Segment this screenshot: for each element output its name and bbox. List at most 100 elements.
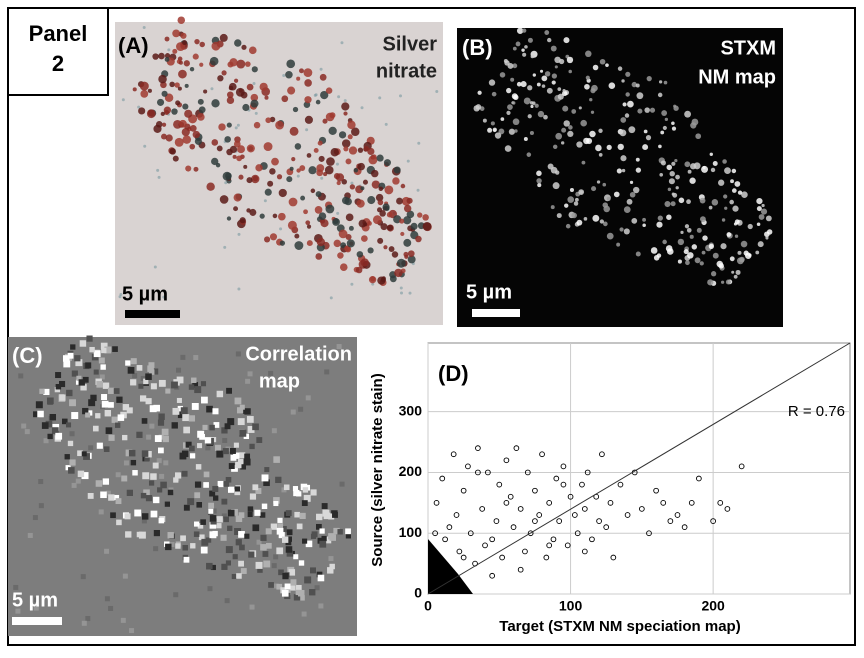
- texture: [197, 113, 205, 121]
- texture: [666, 214, 672, 220]
- texture: [115, 422, 121, 428]
- point: [460, 487, 467, 494]
- texture: [516, 27, 524, 34]
- texture: [149, 423, 155, 429]
- texture: [558, 58, 565, 65]
- texture: [628, 126, 636, 134]
- texture: [238, 531, 245, 538]
- texture: [216, 516, 223, 523]
- texture: [253, 121, 261, 129]
- texture: [39, 388, 45, 394]
- texture: [522, 52, 527, 57]
- texture: [737, 190, 743, 195]
- texture: [516, 81, 522, 87]
- texture: [165, 543, 172, 551]
- texture: [760, 208, 768, 215]
- texture: [277, 517, 283, 523]
- texture: [591, 186, 597, 192]
- texture: [345, 533, 352, 539]
- texture: [289, 126, 299, 136]
- texture: [216, 145, 223, 152]
- texture: [241, 44, 247, 50]
- texture: [653, 255, 660, 261]
- texture: [512, 118, 520, 126]
- texture: [225, 546, 233, 554]
- panel-letter: (B): [462, 35, 493, 60]
- texture: [85, 362, 92, 369]
- texture: [314, 585, 320, 591]
- texture: [709, 152, 713, 156]
- point: [517, 566, 524, 573]
- texture: [341, 102, 350, 111]
- texture: [13, 584, 19, 590]
- texture: [346, 239, 355, 248]
- texture: [85, 616, 91, 622]
- texture: [291, 157, 296, 162]
- texture: [302, 538, 308, 544]
- texture: [237, 287, 241, 291]
- texture: [733, 222, 738, 226]
- texture: [159, 473, 165, 479]
- texture: [620, 155, 627, 162]
- texture: [69, 431, 75, 437]
- texture: [182, 135, 192, 144]
- texture: [487, 127, 493, 133]
- texture: [320, 219, 329, 228]
- texture: [367, 220, 372, 226]
- texture: [506, 87, 512, 94]
- texture: [150, 383, 157, 390]
- texture: [318, 155, 325, 162]
- texture: [384, 185, 394, 195]
- texture: [105, 490, 111, 496]
- texture: [69, 459, 76, 466]
- texture: [338, 131, 347, 139]
- texture: [514, 129, 518, 133]
- texture: [284, 583, 291, 590]
- texture: [67, 440, 74, 447]
- texture: [264, 467, 270, 473]
- texture: [316, 571, 323, 578]
- point: [660, 499, 667, 506]
- texture: [93, 350, 101, 358]
- texture: [141, 418, 148, 424]
- texture: [642, 217, 646, 222]
- texture: [139, 81, 149, 91]
- texture: [243, 433, 250, 440]
- texture: [701, 250, 706, 255]
- texture: [627, 100, 634, 108]
- texture: [219, 33, 228, 42]
- texture: [132, 87, 137, 92]
- texture: [383, 245, 388, 250]
- texture: [322, 118, 328, 124]
- texture: [260, 534, 267, 541]
- point: [460, 554, 467, 561]
- texture: [710, 271, 717, 277]
- texture: [198, 106, 206, 114]
- texture: [757, 241, 764, 248]
- texture: [197, 523, 204, 529]
- texture: [573, 201, 579, 206]
- point: [532, 487, 538, 494]
- texture: [247, 506, 254, 512]
- texture: [335, 162, 339, 166]
- texture: [377, 276, 386, 285]
- texture: [527, 85, 533, 91]
- point: [539, 451, 545, 458]
- texture: [122, 404, 130, 411]
- texture: [140, 89, 149, 98]
- texture: [153, 265, 157, 269]
- texture: [730, 179, 734, 184]
- texture: [76, 375, 82, 381]
- texture: [294, 233, 300, 239]
- texture: [529, 101, 534, 105]
- texture: [561, 127, 567, 133]
- texture: [275, 120, 284, 130]
- texture: [251, 66, 258, 73]
- point: [574, 530, 581, 537]
- texture: [304, 96, 312, 104]
- texture: [223, 481, 230, 487]
- point: [564, 542, 571, 549]
- texture: [731, 168, 737, 174]
- texture: [156, 458, 162, 464]
- texture: [200, 381, 207, 387]
